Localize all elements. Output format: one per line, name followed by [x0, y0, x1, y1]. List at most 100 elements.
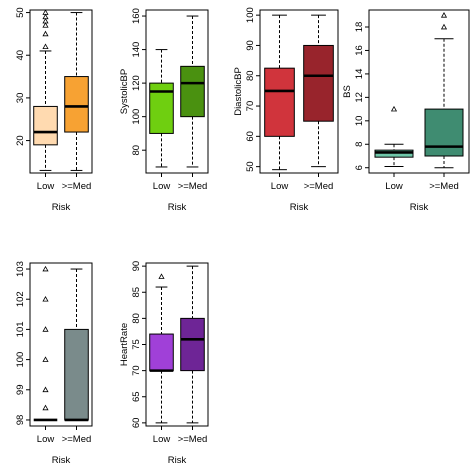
box-low — [33, 265, 58, 422]
y-tick-label: 90 — [245, 40, 256, 51]
y-tick-label: 100 — [131, 109, 142, 125]
box-med — [424, 12, 464, 169]
x-tick-label: >=Med — [304, 181, 334, 192]
x-tick-label: >=Med — [178, 181, 208, 192]
outlier-point — [42, 356, 49, 362]
y-tick-label: 12 — [354, 92, 365, 103]
y-tick-label: 140 — [131, 42, 142, 58]
outlier-point — [42, 295, 49, 302]
y-tick-label: 14 — [354, 69, 365, 80]
outlier-point — [42, 404, 49, 411]
y-tick-label: 70 — [245, 101, 256, 112]
x-axis-label: Risk — [290, 202, 309, 213]
chart-panel-2: 80 100 120 140 160 SystolicBP Low >=Med Risk — [119, 8, 209, 213]
y-tick-label: 100 — [15, 352, 26, 368]
outlier-point — [42, 17, 49, 24]
box-med — [180, 265, 205, 424]
outlier-point — [42, 22, 49, 28]
box-iqr — [303, 44, 334, 122]
x-tick-label: Low — [153, 181, 171, 192]
x-tick-label: Low — [271, 181, 289, 192]
box-low — [149, 273, 174, 424]
y-tick-label: 60 — [245, 131, 256, 142]
x-tick-label: Low — [37, 434, 55, 445]
y-tick-label: 10 — [354, 116, 365, 127]
y-tick-label: 50 — [245, 161, 256, 172]
x-tick-label: >=Med — [429, 181, 459, 192]
y-tick-label: 98 — [15, 415, 26, 426]
box-low — [33, 9, 58, 171]
plot-frame — [368, 9, 470, 174]
outlier-point — [42, 43, 49, 50]
box-med — [303, 14, 334, 168]
y-tick-label: 90 — [131, 261, 142, 272]
outlier-point — [42, 30, 49, 37]
box-low — [264, 14, 295, 171]
y-tick-label: 6 — [354, 165, 365, 170]
y-tick-label: 102 — [15, 291, 26, 307]
x-axis-label: Risk — [168, 202, 187, 213]
y-tick-label: 99 — [15, 384, 26, 395]
y-tick-label: 16 — [354, 45, 365, 56]
y-axis-label: DiastolicBP — [233, 67, 244, 116]
y-tick-label: 8 — [354, 142, 365, 147]
y-tick-label: 101 — [15, 321, 26, 337]
outlier-point — [440, 23, 448, 30]
chart-panel-3: 50 60 70 80 90 100 DiastolicBP Low >=Med Risk — [233, 7, 339, 213]
x-tick-label: Low — [153, 434, 171, 445]
y-tick-label: 75 — [131, 339, 142, 350]
y-tick-label: 20 — [15, 135, 26, 146]
outlier-point — [158, 273, 165, 279]
box-med — [180, 15, 205, 168]
y-axis-label: HeartRate — [119, 323, 130, 366]
chart-panel-5: 98 99 100 101 102 103 Low >=Med Risk — [15, 261, 93, 466]
box-iqr — [264, 67, 295, 137]
y-tick-label: 160 — [131, 8, 142, 24]
box-iqr — [424, 108, 464, 157]
x-tick-label: Low — [37, 181, 55, 192]
y-tick-label: 80 — [131, 145, 142, 156]
box-iqr — [149, 333, 174, 372]
y-tick-label: 30 — [15, 93, 26, 104]
box-low — [149, 49, 174, 168]
y-tick-label: 70 — [131, 365, 142, 376]
box-iqr — [64, 328, 89, 421]
box-low — [374, 105, 414, 168]
box-iqr — [33, 105, 58, 146]
box-iqr — [64, 76, 89, 133]
plot-frame — [259, 9, 339, 174]
y-tick-label: 65 — [131, 391, 142, 402]
y-tick-label: 100 — [245, 7, 256, 23]
x-tick-label: >=Med — [62, 181, 92, 192]
outlier-point — [42, 13, 49, 20]
y-tick-label: 103 — [15, 261, 26, 277]
plot-frame — [29, 9, 93, 174]
outlier-point — [42, 386, 49, 393]
y-tick-label: 85 — [131, 287, 142, 298]
x-tick-label: >=Med — [178, 434, 208, 445]
y-tick-label: 18 — [354, 22, 365, 33]
box-med — [64, 12, 89, 171]
x-axis-label: Risk — [52, 455, 71, 466]
outlier-point — [390, 105, 398, 112]
y-tick-label: 60 — [131, 418, 142, 429]
y-tick-label: 120 — [131, 75, 142, 91]
x-axis-label: Risk — [52, 202, 71, 213]
box-med — [64, 268, 89, 422]
x-axis-label: Risk — [168, 455, 187, 466]
box-iqr — [180, 65, 205, 118]
chart-panel-6: 60 65 70 75 80 85 90 HeartRate Low >=Med Risk — [119, 261, 209, 466]
y-axis-label: SystolicBP — [119, 69, 130, 114]
x-tick-label: Low — [385, 181, 403, 192]
plot-frame — [29, 262, 93, 427]
y-tick-label: 40 — [15, 50, 26, 61]
y-tick-label: 50 — [15, 7, 26, 18]
y-tick-label: 80 — [131, 313, 142, 324]
outlier-point — [42, 265, 49, 272]
outlier-point — [42, 326, 49, 332]
plot-frame — [145, 9, 209, 174]
x-tick-label: >=Med — [62, 434, 92, 445]
outlier-point — [440, 12, 448, 18]
